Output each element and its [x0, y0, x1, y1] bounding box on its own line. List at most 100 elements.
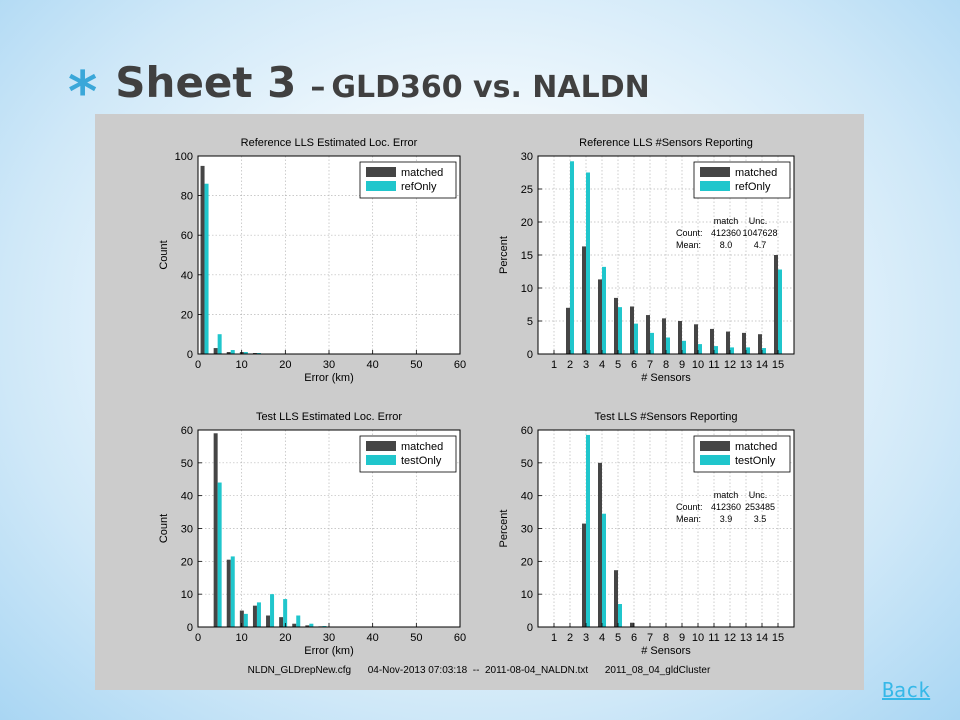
x-tick-label: 3: [583, 359, 589, 371]
x-axis-label: Error (km): [304, 372, 354, 384]
y-tick-label: 50: [181, 458, 193, 470]
legend-swatch-matched: [366, 441, 396, 451]
legend-swatch-refOnly: [366, 181, 396, 191]
stats-table: match Unc. Count: 412360 1047628 Mean: 8.0 4.7: [676, 216, 778, 250]
bar-matched: [726, 331, 730, 354]
x-tick-label: 9: [679, 359, 685, 371]
y-tick-label: 40: [181, 270, 193, 282]
y-tick-label: 5: [527, 316, 533, 328]
x-axis-label: # Sensors: [641, 645, 691, 657]
legend-label-matched: matched: [401, 441, 443, 453]
y-tick-label: 60: [521, 425, 533, 437]
bar-matched: [710, 328, 714, 354]
bar-refOnly: [778, 269, 782, 354]
bar-matched: [646, 315, 650, 354]
bar-testOnly: [602, 513, 606, 627]
x-tick-label: 7: [647, 632, 653, 644]
x-tick-label: 40: [367, 632, 379, 644]
bar-refOnly: [762, 348, 766, 354]
bar-refOnly: [730, 347, 734, 354]
x-tick-label: 3: [583, 632, 589, 644]
y-axis-label: Count: [158, 514, 170, 543]
stats-value-unc: 4.7: [754, 240, 767, 250]
bar-testOnly: [256, 602, 261, 627]
bar-matched: [758, 334, 762, 354]
legend-label-matched: matched: [735, 441, 777, 453]
legend-swatch-matched: [700, 441, 730, 451]
x-tick-label: 6: [631, 632, 637, 644]
x-tick-label: 10: [692, 359, 704, 371]
x-tick-label: 20: [279, 632, 291, 644]
bar-refOnly: [204, 183, 209, 354]
y-axis-label: Percent: [498, 236, 510, 274]
x-tick-label: 30: [323, 359, 335, 371]
bar-refOnly: [602, 266, 606, 354]
stats-header-match: match: [714, 490, 739, 500]
legend-label-matched: matched: [401, 167, 443, 179]
bar-matched: [774, 255, 778, 354]
back-link[interactable]: Back: [882, 678, 931, 702]
stats-value-unc: 1047628: [742, 228, 777, 238]
y-tick-label: 0: [187, 622, 193, 634]
x-tick-label: 4: [599, 359, 605, 371]
x-tick-label: 12: [724, 632, 736, 644]
x-tick-label: 13: [740, 359, 752, 371]
bar-refOnly: [618, 307, 622, 354]
x-tick-label: 40: [367, 359, 379, 371]
stats-value-match: 3.9: [720, 514, 733, 524]
bar-testOnly: [296, 615, 301, 627]
title-subtitle: GLD360 vs. NALDN: [331, 70, 650, 105]
bar-testOnly: [309, 623, 314, 627]
y-tick-label: 10: [521, 589, 533, 601]
y-tick-label: 30: [181, 524, 193, 536]
x-tick-label: 14: [756, 632, 768, 644]
bar-refOnly: [570, 161, 574, 354]
bar-matched: [598, 462, 602, 627]
stats-row-label: Count:: [676, 502, 703, 512]
legend-label-matched: matched: [735, 167, 777, 179]
y-tick-label: 0: [187, 349, 193, 361]
y-tick-label: 10: [521, 283, 533, 295]
title-main: Sheet 3: [115, 58, 297, 107]
bar-testOnly: [618, 604, 622, 627]
legend: matched refOnly: [693, 161, 791, 199]
chart-ref-error: 0 10 20 30 40 50 60 0 20 40 60 80 100 Reference LLS E…: [158, 137, 466, 384]
legend-swatch-matched: [700, 167, 730, 177]
y-tick-label: 0: [527, 622, 533, 634]
bar-matched: [614, 297, 618, 354]
stats-header-unc: Unc.: [749, 490, 768, 500]
chart-title: Reference LLS Estimated Loc. Error: [241, 137, 418, 149]
bar-matched: [252, 605, 257, 627]
bar-matched: [678, 321, 682, 354]
x-tick-label: 13: [740, 632, 752, 644]
stats-value-match: 412360: [711, 502, 741, 512]
legend-label-testOnly: testOnly: [401, 455, 442, 467]
x-tick-label: 2: [567, 359, 573, 371]
bar-matched: [614, 570, 618, 627]
legend: matched testOnly: [693, 435, 791, 473]
bar-testOnly: [217, 482, 222, 627]
legend-label-refOnly: refOnly: [735, 181, 771, 193]
y-tick-label: 40: [521, 491, 533, 503]
x-tick-label: 0: [195, 632, 201, 644]
bar-matched: [742, 332, 746, 354]
bar-refOnly: [650, 332, 654, 354]
y-tick-label: 15: [521, 250, 533, 262]
y-tick-label: 20: [521, 556, 533, 568]
bar-matched: [662, 318, 666, 354]
x-tick-label: 14: [756, 359, 768, 371]
x-tick-label: 8: [663, 632, 669, 644]
bar-matched: [630, 622, 634, 627]
bar-refOnly: [217, 334, 222, 354]
chart-test-error: 0 10 20 30 40 50 60 0 10 20 30 40 50 60 Test LLS Estim…: [158, 411, 466, 657]
stats-header-match: match: [714, 216, 739, 226]
x-tick-label: 4: [599, 632, 605, 644]
bar-testOnly: [270, 594, 275, 627]
legend-swatch-testOnly: [366, 455, 396, 465]
bar-refOnly: [666, 337, 670, 354]
y-axis-label: Percent: [498, 510, 510, 548]
x-axis-label: Error (km): [304, 645, 354, 657]
chart-title: Test LLS #Sensors Reporting: [594, 411, 737, 423]
